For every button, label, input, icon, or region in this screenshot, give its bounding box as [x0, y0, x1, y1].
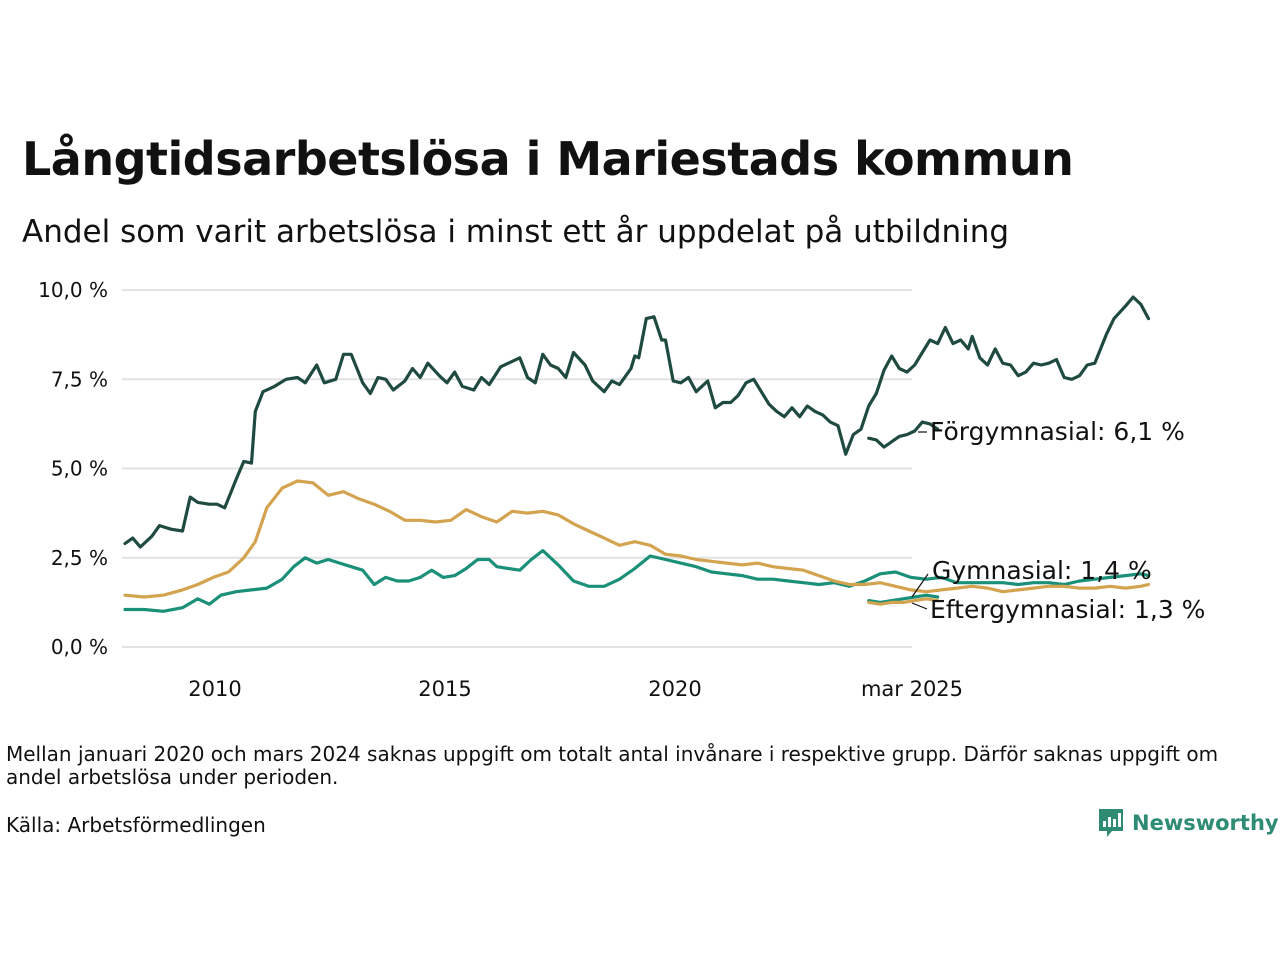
series-line-förgymnasial: [123, 295, 1151, 549]
series-line-eftergymnasial: [123, 479, 1151, 599]
x-axis-tick-labels: 2010 2015 2020 mar 2025: [188, 677, 963, 701]
end-label-eftergymnasial: Eftergymnasial: 1,3 %: [930, 595, 1205, 624]
source-text: Källa: Arbetsförmedlingen: [6, 813, 266, 837]
y-tick-label: 10,0 %: [38, 278, 108, 302]
y-tick-label: 7,5 %: [51, 367, 108, 391]
gridlines: [122, 289, 912, 648]
series-line-förgymnasial: [867, 420, 940, 449]
x-tick-label: mar 2025: [861, 677, 963, 701]
end-label-förgymnasial: Förgymnasial: 6,1 %: [930, 417, 1185, 446]
newsworthy-brand: Newsworthy: [1098, 808, 1279, 838]
series-line-gymnasial: [123, 549, 1151, 613]
series-lines: [123, 295, 1151, 613]
series-line-gymnasial: [867, 593, 940, 604]
chart-subtitle: Andel som varit arbetslösa i minst ett å…: [22, 214, 1010, 250]
leader-line: [911, 573, 929, 598]
y-tick-label: 0,0 %: [51, 635, 108, 659]
series-line-eftergymnasial: [867, 597, 940, 606]
x-tick-label: 2020: [648, 677, 701, 701]
y-tick-label: 5,0 %: [51, 457, 108, 481]
x-tick-label: 2015: [418, 677, 471, 701]
leader-line: [911, 602, 928, 610]
y-axis-tick-labels: 0,0 % 2,5 % 5,0 % 7,5 % 10,0 %: [38, 278, 108, 659]
x-tick-label: 2010: [188, 677, 241, 701]
series-end-labels: Förgymnasial: 6,1 % Gymnasial: 1,4 % Efter…: [911, 417, 1205, 624]
y-tick-label: 2,5 %: [51, 546, 108, 570]
end-label-gymnasial: Gymnasial: 1,4 %: [932, 556, 1152, 585]
brand-name: Newsworthy: [1132, 811, 1279, 835]
newsworthy-logo-icon: [1099, 809, 1123, 837]
chart-title: Långtidsarbetslösa i Mariestads kommun: [22, 132, 1074, 186]
chart-note: Mellan januari 2020 och mars 2024 saknas…: [6, 742, 1219, 789]
